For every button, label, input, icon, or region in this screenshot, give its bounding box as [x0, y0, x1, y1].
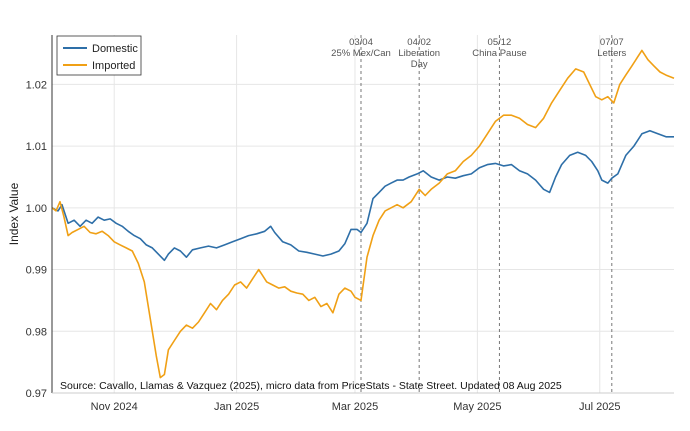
y-tick-label: 1.01 [26, 141, 47, 153]
series-lines [51, 49, 675, 379]
y-tick-label: 0.97 [26, 388, 47, 400]
event-label: 03/04 [349, 37, 373, 48]
event-label: Letters [597, 48, 626, 59]
legend-label-imported: Imported [92, 60, 135, 72]
event-label: 25% Mex/Can [331, 48, 391, 59]
legend-label-domestic: Domestic [92, 43, 138, 55]
y-tick-label: 1.02 [26, 79, 47, 91]
source-note: Source: Cavallo, Llamas & Vazquez (2025)… [60, 380, 562, 392]
axes [51, 35, 674, 394]
legend: Domestic Imported [56, 35, 142, 76]
event-label: 04/02 [407, 37, 431, 48]
tick-labels: 0.97 0.98 0.99 1.00 1.01 1.02 Nov 2024 Jan 2025… [26, 79, 621, 413]
y-tick-label: 0.98 [26, 326, 47, 338]
y-tick-label: 0.99 [26, 265, 47, 277]
y-axis-title: Index Value [7, 182, 21, 245]
event-label: China Pause [472, 48, 526, 59]
legend-box [56, 35, 142, 76]
x-tick-label: May 2025 [453, 401, 501, 413]
series-line-domestic [51, 129, 674, 262]
event-label: 07/07 [600, 37, 624, 48]
grid [52, 35, 674, 394]
x-tick-label: Jul 2025 [579, 401, 621, 413]
x-tick-label: Jan 2025 [214, 401, 259, 413]
event-label: Liberation [398, 48, 440, 59]
x-tick-label: Nov 2024 [91, 401, 138, 413]
y-tick-label: 1.00 [26, 203, 47, 215]
series-line-imported [51, 49, 675, 379]
x-tick-label: Mar 2025 [332, 401, 378, 413]
event-label: Day [411, 59, 428, 70]
event-label: 05/12 [488, 37, 512, 48]
